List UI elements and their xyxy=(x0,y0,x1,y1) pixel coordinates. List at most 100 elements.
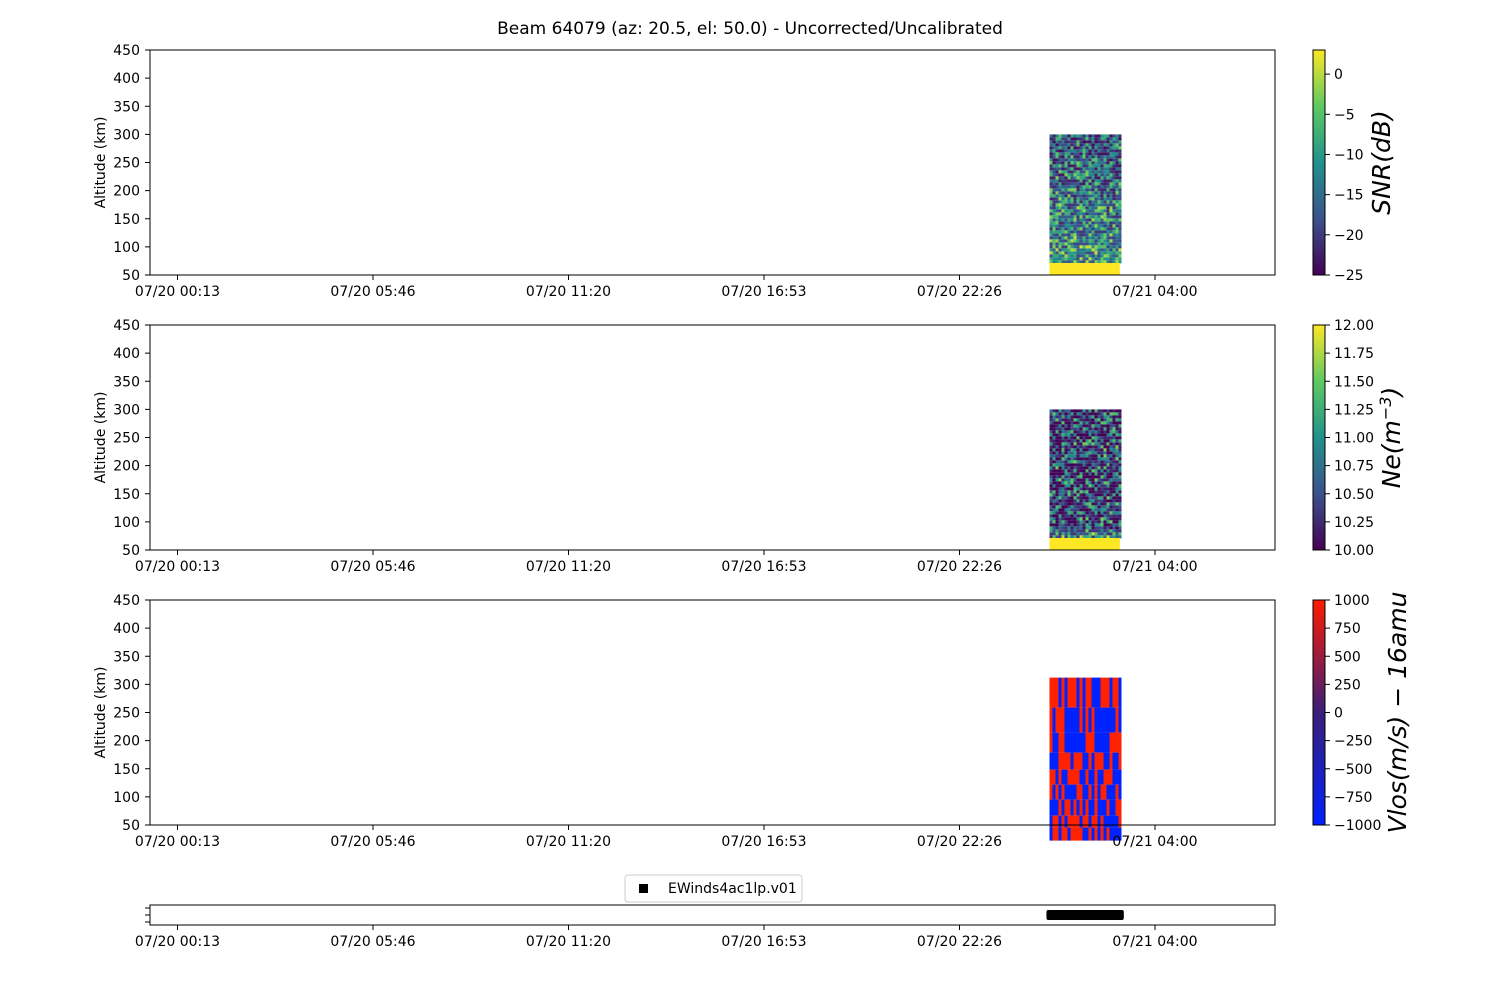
snr-heat-cell xyxy=(1088,188,1092,192)
snr-heat-cell xyxy=(1118,167,1122,171)
ne-heat-cell xyxy=(1055,529,1059,533)
snr-heat-cell xyxy=(1073,182,1077,186)
ne-heat-cell xyxy=(1103,454,1107,458)
snr-heat-cell xyxy=(1097,179,1101,183)
snr-heat-cell xyxy=(1067,137,1071,141)
snr-heat-cell xyxy=(1115,176,1119,180)
vlos-heat-cell xyxy=(1076,732,1080,753)
ne-heat-cell xyxy=(1115,466,1119,470)
ne-heat-cell xyxy=(1109,532,1113,536)
snr-heat-cell xyxy=(1067,212,1071,216)
ne-heat-cell xyxy=(1094,496,1098,500)
vlos-heat-cell xyxy=(1064,732,1068,753)
ne-heat-cell xyxy=(1049,463,1053,467)
ne-heat-cell xyxy=(1055,520,1059,524)
snr-heat-cell xyxy=(1112,257,1116,261)
snr-heat-cell xyxy=(1091,173,1095,177)
ne-heat-cell xyxy=(1064,475,1068,479)
snr-heat-cell xyxy=(1085,218,1089,222)
snr-heat-cell xyxy=(1064,221,1068,225)
ne-heat-cell xyxy=(1091,451,1095,455)
snr-heat-cell xyxy=(1082,137,1086,141)
snr-heat-cell xyxy=(1106,245,1110,249)
snr-heat-cell xyxy=(1112,161,1116,165)
ne-heat-cell xyxy=(1100,430,1104,434)
snr-heat-cell xyxy=(1067,179,1071,183)
snr-heat-cell xyxy=(1091,146,1095,150)
ne-heat-cell xyxy=(1118,445,1122,449)
snr-heat-cell xyxy=(1094,149,1098,153)
ne-heat-cell xyxy=(1049,457,1053,461)
ne-heat-cell xyxy=(1106,451,1110,455)
ne-heat-cell xyxy=(1082,484,1086,488)
vlos-heat-cell xyxy=(1070,769,1074,785)
snr-heat-cell xyxy=(1085,143,1089,147)
ne-y-tick-label: 400 xyxy=(113,346,140,362)
snr-heat-cell xyxy=(1094,221,1098,225)
ne-heat-cell xyxy=(1070,466,1074,470)
snr-heat-cell xyxy=(1049,224,1053,228)
ne-heat-cell xyxy=(1055,424,1059,428)
snr-heat-cell xyxy=(1106,236,1110,240)
snr-heat-cell xyxy=(1106,224,1110,228)
ne-heat-cell xyxy=(1070,436,1074,440)
ne-heat-cell xyxy=(1103,484,1107,488)
ne-heat-cell xyxy=(1091,412,1095,416)
snr-heat-cell xyxy=(1049,200,1053,204)
ne-heat-cell xyxy=(1118,412,1122,416)
ne-heat-cell xyxy=(1070,514,1074,518)
snr-heat-cell xyxy=(1097,239,1101,243)
ne-heat-cell xyxy=(1070,475,1074,479)
ne-heat-cell xyxy=(1094,532,1098,536)
snr-heat-cell xyxy=(1070,203,1074,207)
ne-heat-cell xyxy=(1049,523,1053,527)
snr-heat-cell xyxy=(1079,236,1083,240)
ne-heat-cell xyxy=(1112,427,1116,431)
ne-heat-cell xyxy=(1052,448,1056,452)
ne-heat-cell xyxy=(1103,436,1107,440)
ne-heat-cell xyxy=(1076,418,1080,422)
snr-heat-cell xyxy=(1106,218,1110,222)
ne-heat-cell xyxy=(1061,427,1065,431)
snr-heat-cell xyxy=(1100,146,1104,150)
snr-heat-cell xyxy=(1100,203,1104,207)
vlos-heat-cell xyxy=(1073,815,1077,828)
snr-heat-cell xyxy=(1118,212,1122,216)
snr-heat-cell xyxy=(1067,185,1071,189)
snr-heat-cell xyxy=(1103,260,1107,264)
ne-heat-cell xyxy=(1103,418,1107,422)
ne-heat-cell xyxy=(1088,493,1092,497)
snr-heat-cell xyxy=(1088,239,1092,243)
vlos-heat-cell xyxy=(1097,815,1101,828)
snr-heat-cell xyxy=(1118,260,1122,264)
snr-heat-cell xyxy=(1052,137,1056,141)
ne-heat-cell xyxy=(1055,478,1059,482)
ne-heat-cell xyxy=(1055,433,1059,437)
snr-heat-cell xyxy=(1073,257,1077,261)
snr-heat-cell xyxy=(1076,233,1080,237)
ne-heat-cell xyxy=(1076,466,1080,470)
ne-heat-cell xyxy=(1106,421,1110,425)
snr-heat-cell xyxy=(1049,137,1053,141)
snr-heat-cell xyxy=(1112,245,1116,249)
vlos-heat-cell xyxy=(1118,752,1122,770)
snr-heat-cell xyxy=(1049,218,1053,222)
vlos-y-tick-label: 350 xyxy=(113,649,140,665)
vlos-heat-cell xyxy=(1088,799,1092,816)
ne-heat-cell xyxy=(1061,412,1065,416)
snr-heat-cell xyxy=(1085,248,1089,252)
ne-heat-cell xyxy=(1112,430,1116,434)
ne-heat-cell xyxy=(1055,442,1059,446)
snr-heat-cell xyxy=(1049,146,1053,150)
snr-heat-cell xyxy=(1115,137,1119,141)
ne-heat-cell xyxy=(1055,463,1059,467)
ne-heat-cell xyxy=(1052,427,1056,431)
vlos-heat-cell xyxy=(1085,799,1089,816)
ne-heat-cell xyxy=(1079,526,1083,530)
vlos-heat-cell xyxy=(1112,769,1116,785)
ne-heat-cell xyxy=(1061,526,1065,530)
snr-heat-cell xyxy=(1091,140,1095,144)
snr-heat-cell xyxy=(1055,161,1059,165)
snr-heat-cell xyxy=(1091,155,1095,159)
vlos-heat-cell xyxy=(1061,707,1065,733)
